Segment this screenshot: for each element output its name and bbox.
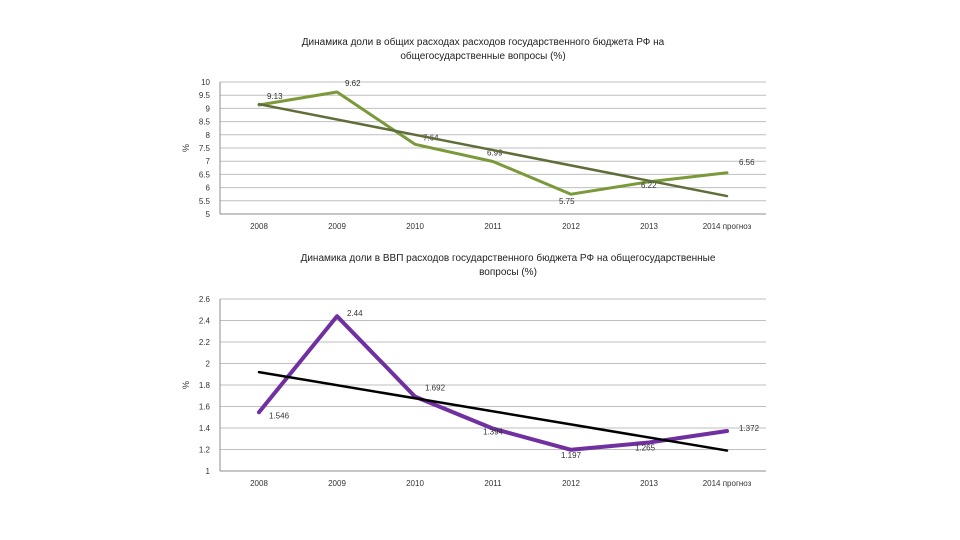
x-tick-label: 2011 [484,222,502,231]
x-tick-label: 2009 [328,222,346,231]
x-tick-label: 2012 [562,479,580,488]
chart-title-line: общегосударственные вопросы (%) [400,50,565,62]
y-tick-label: 1.8 [199,381,211,390]
x-tick-label: 2012 [562,222,580,231]
series-line [257,90,729,196]
x-tick-label: 2011 [484,479,502,488]
x-tick-label: 2014 прогноз [703,222,752,231]
y-tick-label: 1.4 [199,424,211,433]
y-tick-label: 5.5 [199,197,211,206]
data-label: 1.692 [425,384,446,393]
y-tick-label: 7.5 [199,144,211,153]
y-tick-label: 2 [206,360,211,369]
chart-2: Динамика доли в ВВП расходов государстве… [181,252,766,488]
data-label: 1.372 [739,424,760,433]
x-tick-label: 2009 [328,479,346,488]
x-tick-label: 2014 прогноз [703,479,752,488]
chart-title-line: Динамика доли в ВВП расходов государстве… [301,252,716,264]
y-tick-label: 8.5 [199,118,211,127]
x-tick-label: 2013 [640,222,658,231]
chart-title-line: Динамика доли в общих расходах расходов … [302,36,665,48]
y-tick-label: 2.2 [199,338,211,347]
y-axis-label: % [181,144,191,152]
chart-title-line: вопросы (%) [479,267,537,278]
data-label: 1.265 [635,444,656,453]
trend-line [257,370,729,452]
x-tick-label: 2010 [406,479,424,488]
y-axis-label: % [181,381,191,389]
x-tick-label: 2008 [250,222,268,231]
y-tick-label: 9.5 [199,91,211,100]
y-tick-label: 2.4 [199,317,211,326]
chart-1: Динамика доли в общих расходах расходов … [181,36,766,231]
y-tick-label: 6 [206,184,211,193]
y-tick-label: 6.5 [199,170,211,179]
trend-line [257,102,729,198]
y-tick-label: 1.6 [199,403,211,412]
data-label: 2.44 [347,309,363,318]
x-tick-label: 2010 [406,222,424,231]
data-label: 6.99 [487,148,503,157]
y-tick-label: 9 [206,104,211,113]
y-tick-label: 1.2 [199,446,211,455]
y-tick-label: 10 [201,78,210,87]
y-tick-label: 2.6 [199,295,211,304]
y-tick-label: 8 [206,131,211,140]
x-tick-label: 2013 [640,479,658,488]
data-label: 6.22 [641,181,657,190]
data-label: 1.546 [269,411,290,420]
x-tick-label: 2008 [250,479,268,488]
data-label: 6.56 [739,158,755,167]
y-tick-label: 7 [206,157,211,166]
y-tick-label: 1 [206,467,211,476]
y-tick-label: 5 [206,210,211,219]
data-label: 5.75 [559,197,575,206]
data-label: 1.394 [483,428,504,437]
data-label: 9.13 [267,92,283,101]
data-label: 9.62 [345,79,361,88]
data-label: 1.197 [561,451,582,460]
